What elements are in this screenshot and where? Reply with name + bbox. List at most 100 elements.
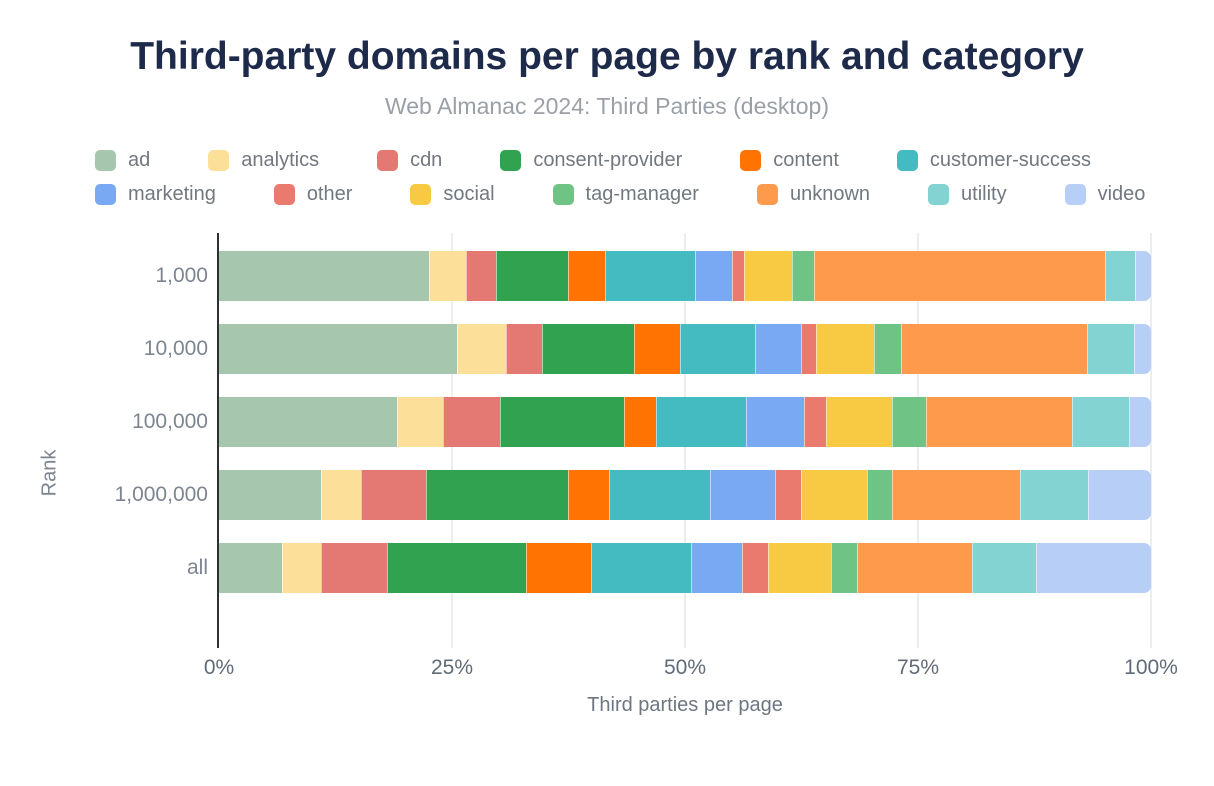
x-axis-tick-label: 75% xyxy=(896,656,940,679)
bar-segment-utility[interactable] xyxy=(1071,396,1129,447)
legend-item-tag-manager[interactable]: tag-manager xyxy=(552,182,699,206)
plot-area: 1,000 10,000 100,000 1,000,000 all xyxy=(0,233,1214,648)
legend-swatch-ad xyxy=(95,149,116,171)
bar-segment-cdn[interactable] xyxy=(360,469,426,520)
legend-swatch-consent-provider xyxy=(500,149,522,171)
bar-segment-video[interactable] xyxy=(1087,469,1151,520)
legend-item-marketing[interactable]: marketing xyxy=(95,183,216,206)
bar-segment-cdn[interactable] xyxy=(442,396,501,447)
bar-segment-analytics[interactable] xyxy=(456,323,507,374)
bar-segment-marketing[interactable] xyxy=(695,250,733,301)
legend-swatch-analytics xyxy=(208,149,230,171)
bar-segment-social[interactable] xyxy=(816,323,875,374)
bar-segment-consent-provider[interactable] xyxy=(542,323,634,374)
bar-segment-ad[interactable] xyxy=(219,469,321,520)
bar-segment-tag-manager[interactable] xyxy=(792,250,815,301)
chart-row: 100,000 xyxy=(0,385,1214,458)
bar-segment-analytics[interactable] xyxy=(282,542,321,593)
legend-row: ad analytics cdn consent-provider content cus… xyxy=(95,143,1214,177)
bar-segment-cdn[interactable] xyxy=(320,542,387,593)
bar-segment-consent-provider[interactable] xyxy=(425,469,568,520)
legend-label: video xyxy=(1097,182,1146,205)
bar-segment-video[interactable] xyxy=(1128,396,1151,447)
bar-segment-customer-success[interactable] xyxy=(656,396,747,447)
bar-segment-other[interactable] xyxy=(732,250,744,301)
bar-segment-ad[interactable] xyxy=(219,250,429,301)
bar-segment-other[interactable] xyxy=(804,396,826,447)
bar-segment-analytics[interactable] xyxy=(397,396,443,447)
bar-segment-marketing[interactable] xyxy=(746,396,805,447)
bar-segment-video[interactable] xyxy=(1134,323,1151,374)
bar-segment-consent-provider[interactable] xyxy=(386,542,526,593)
bar-segment-ad[interactable] xyxy=(219,323,457,374)
bar-segment-unknown[interactable] xyxy=(857,542,972,593)
legend-item-content[interactable]: content xyxy=(740,149,839,172)
bar-all xyxy=(219,542,1151,593)
bar-segment-marketing[interactable] xyxy=(754,323,801,374)
bar-segment-ad[interactable] xyxy=(219,396,397,447)
bar-segment-customer-success[interactable] xyxy=(590,542,691,593)
x-axis-tick-label: 0% xyxy=(203,656,235,679)
bar-segment-content[interactable] xyxy=(568,250,605,301)
bar-segment-cdn[interactable] xyxy=(465,250,496,301)
bar-segment-unknown[interactable] xyxy=(814,250,1106,301)
legend-swatch-video xyxy=(1064,183,1086,205)
x-axis-tick-label: 100% xyxy=(1124,656,1178,679)
legend-label: content xyxy=(773,148,839,171)
bar-segment-consent-provider[interactable] xyxy=(495,250,569,301)
bar-segment-unknown[interactable] xyxy=(891,469,1021,520)
bar-segment-utility[interactable] xyxy=(1086,323,1135,374)
bar-segment-social[interactable] xyxy=(825,396,892,447)
bar-segment-utility[interactable] xyxy=(1105,250,1136,301)
legend-item-unknown[interactable]: unknown xyxy=(756,183,870,206)
legend-item-analytics[interactable]: analytics xyxy=(208,149,319,172)
bar-segment-customer-success[interactable] xyxy=(604,250,696,301)
legend-label: tag-manager xyxy=(585,182,699,205)
bar-segment-other[interactable] xyxy=(741,542,768,593)
bar-segment-other[interactable] xyxy=(800,323,817,374)
bar-segment-marketing[interactable] xyxy=(690,542,742,593)
bar-segment-marketing[interactable] xyxy=(710,469,776,520)
bar-segment-other[interactable] xyxy=(775,469,801,520)
legend-item-ad[interactable]: ad xyxy=(95,149,150,172)
bar-segment-social[interactable] xyxy=(767,542,832,593)
bar-segment-consent-provider[interactable] xyxy=(500,396,625,447)
bar-segment-content[interactable] xyxy=(624,396,657,447)
bar-segment-video[interactable] xyxy=(1135,250,1151,301)
bar-segment-analytics[interactable] xyxy=(320,469,361,520)
legend-item-other[interactable]: other xyxy=(273,183,352,206)
x-axis-ticks: 0% 25% 50% 75% 100% xyxy=(0,656,1214,682)
legend-item-customer-success[interactable]: customer-success xyxy=(896,149,1091,172)
bar-segment-content[interactable] xyxy=(525,542,591,593)
legend: ad analytics cdn consent-provider content cus… xyxy=(0,143,1214,211)
bar-segment-tag-manager[interactable] xyxy=(866,469,892,520)
legend-item-social[interactable]: social xyxy=(410,183,495,206)
bar-segment-unknown[interactable] xyxy=(926,396,1072,447)
bar-segment-customer-success[interactable] xyxy=(608,469,711,520)
x-axis-tick-label: 25% xyxy=(430,656,474,679)
bar-segment-analytics[interactable] xyxy=(428,250,466,301)
bar-segment-customer-success[interactable] xyxy=(680,323,755,374)
bar-segment-utility[interactable] xyxy=(972,542,1037,593)
chart-row: 10,000 xyxy=(0,312,1214,385)
bar-segment-social[interactable] xyxy=(743,250,793,301)
bar-segment-content[interactable] xyxy=(633,323,681,374)
bar-segment-video[interactable] xyxy=(1036,542,1151,593)
bar-segment-tag-manager[interactable] xyxy=(891,396,927,447)
bar-segment-utility[interactable] xyxy=(1020,469,1088,520)
bar-segment-content[interactable] xyxy=(567,469,609,520)
legend-item-consent-provider[interactable]: consent-provider xyxy=(500,149,682,172)
legend-item-video[interactable]: video xyxy=(1064,182,1146,206)
bar-segment-tag-manager[interactable] xyxy=(831,542,858,593)
page-title: Third-party domains per page by rank and… xyxy=(130,35,1084,78)
bar-segment-cdn[interactable] xyxy=(506,323,543,374)
legend-label: analytics xyxy=(241,148,320,171)
bar-segment-unknown[interactable] xyxy=(901,323,1087,374)
bar-segment-tag-manager[interactable] xyxy=(874,323,902,374)
bar-segment-social[interactable] xyxy=(800,469,867,520)
legend-item-cdn[interactable]: cdn xyxy=(377,149,442,172)
x-axis-title: Third parties per page xyxy=(587,694,783,716)
chart-row: 1,000 xyxy=(0,239,1214,312)
bar-segment-ad[interactable] xyxy=(219,542,283,593)
legend-item-utility[interactable]: utility xyxy=(928,183,1007,206)
